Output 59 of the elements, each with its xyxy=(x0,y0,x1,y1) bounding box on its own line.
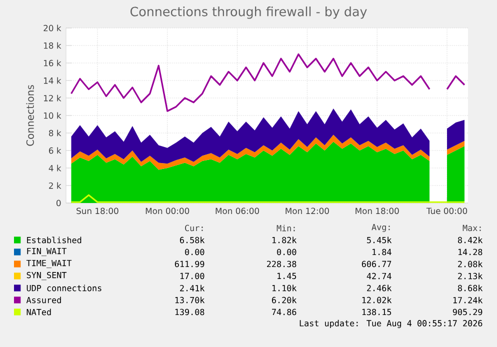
legend-label: FIN_WAIT xyxy=(27,248,67,256)
y-tick-label: 4 k xyxy=(48,164,62,172)
text: 1.82k xyxy=(272,236,297,244)
legend-label: Established xyxy=(27,236,82,244)
text: 139.08 xyxy=(175,308,204,316)
x-tick-label: Mon 12:00 xyxy=(286,208,329,214)
text: 6.20k xyxy=(272,296,297,304)
y-tick-label: 0 xyxy=(56,200,61,206)
text: Last update: Tue Aug 4 00:55:17 2026 xyxy=(300,320,482,328)
text: 0.00 xyxy=(277,248,296,256)
text: 1.45 xyxy=(278,272,296,280)
text: 2.46k xyxy=(367,284,392,292)
text: 5.45k xyxy=(367,236,392,244)
legend-label: SYN_SENT xyxy=(26,272,67,280)
text: Max: xyxy=(462,224,481,232)
text: 14.28 xyxy=(458,248,482,256)
x-tick-label: Mon 00:00 xyxy=(146,208,190,214)
text: 17.24k xyxy=(453,296,483,304)
text: 905.29 xyxy=(452,308,482,316)
text: 74.86 xyxy=(272,308,296,316)
chart-title: Connections through firewall - by day xyxy=(130,6,367,19)
y-tick-label: 8 k xyxy=(48,130,62,136)
text: 17.00 xyxy=(180,272,204,280)
y-tick-label: 12 k xyxy=(44,94,62,102)
y-tick-label: 2 k xyxy=(49,182,62,189)
text: 8.42k xyxy=(458,236,483,244)
x-tick-label: Mon 18:00 xyxy=(356,208,399,214)
text: 138.15 xyxy=(362,308,392,316)
text: 13.70k xyxy=(175,296,205,304)
text: 1.10k xyxy=(272,284,297,292)
y-tick-label: 20 k xyxy=(44,24,62,32)
text: Avg: xyxy=(372,224,390,232)
text: Cur: xyxy=(185,224,203,232)
x-tick-label: Tue 00:00 xyxy=(426,208,468,214)
legend-label: NATed xyxy=(26,308,51,316)
y-tick-label: 16 k xyxy=(44,60,62,66)
y-tick-label: 14 k xyxy=(44,77,62,84)
y-tick-label: 6 k xyxy=(48,147,62,154)
text: 42.74 xyxy=(366,272,392,280)
x-tick-label: Mon 06:00 xyxy=(216,208,260,214)
text: 2.08k xyxy=(458,260,483,268)
text: 12.02k xyxy=(362,296,392,304)
text: 8.68k xyxy=(458,284,483,292)
text: 1.84 xyxy=(372,248,392,256)
x-tick-label: Sun 18:00 xyxy=(76,208,118,214)
text: 228.38 xyxy=(267,260,296,268)
text: 2.41k xyxy=(180,284,205,292)
y-axis-title: Connections xyxy=(26,85,34,146)
text: 0.00 xyxy=(185,248,204,256)
y-tick-label: 10 k xyxy=(44,112,62,119)
legend-label: TIME_WAIT xyxy=(26,260,72,268)
legend-label: UDP connections xyxy=(26,284,102,292)
text: 2.13k xyxy=(458,272,483,280)
text: 6.58k xyxy=(180,236,205,244)
y-tick-label: 18 k xyxy=(44,42,62,49)
text: 611.99 xyxy=(174,260,204,268)
legend-label: Assured xyxy=(26,296,61,304)
text: Min: xyxy=(276,224,295,232)
text: 606.77 xyxy=(362,260,392,268)
